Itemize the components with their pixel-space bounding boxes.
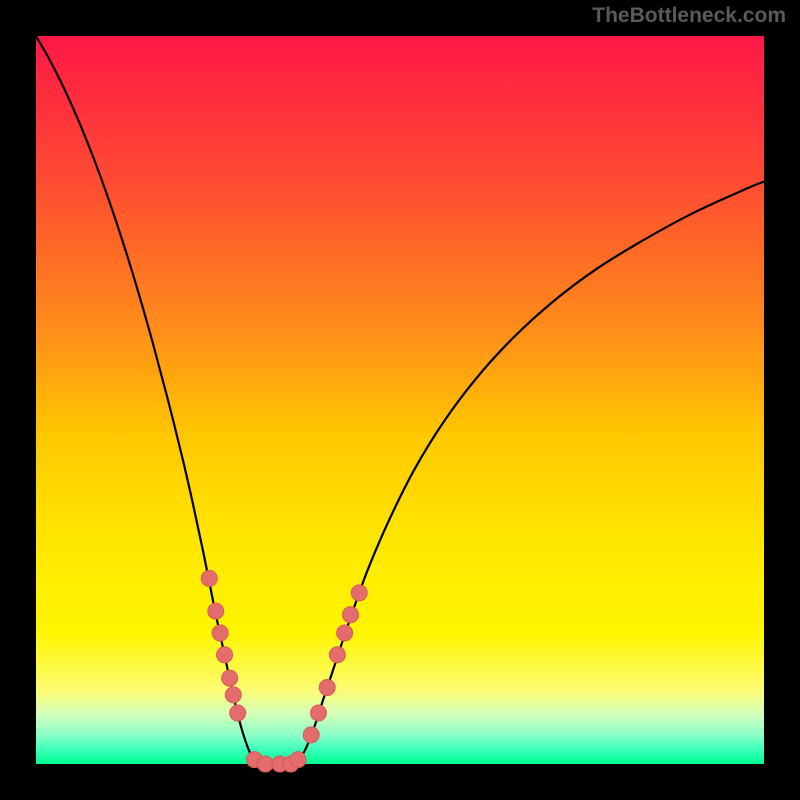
data-marker [208,603,224,619]
data-marker [212,625,228,641]
data-marker [290,752,306,768]
data-marker [351,585,367,601]
chart-container: TheBottleneck.com [0,0,800,800]
bottleneck-chart [0,0,800,800]
data-marker [342,607,358,623]
data-marker [222,670,238,686]
data-marker [319,680,335,696]
data-marker [337,625,353,641]
data-marker [310,705,326,721]
data-marker [217,647,233,663]
data-marker [201,570,217,586]
watermark-text: TheBottleneck.com [592,4,786,28]
data-marker [303,727,319,743]
data-marker [225,687,241,703]
data-marker [230,705,246,721]
data-marker [329,647,345,663]
chart-background [36,36,764,764]
data-marker [257,756,273,772]
